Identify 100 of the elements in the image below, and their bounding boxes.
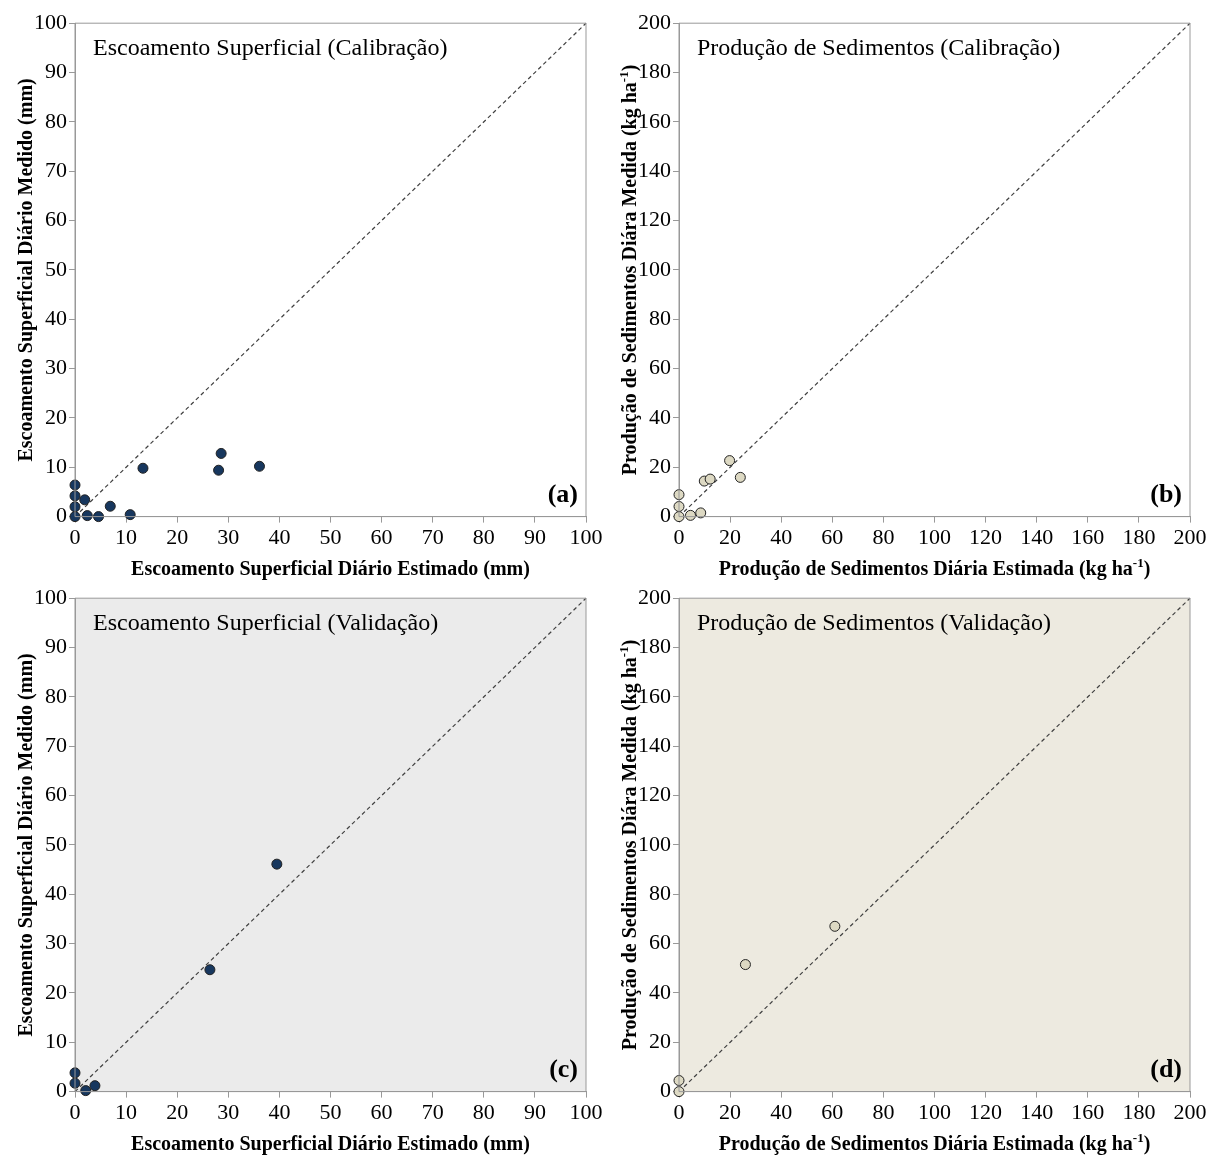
point bbox=[704, 473, 716, 485]
y-tick-label: 40 bbox=[45, 305, 67, 331]
x-tick-label: 60 bbox=[821, 1098, 844, 1124]
annotation: (c) bbox=[549, 1054, 578, 1084]
text: Produção de Sedimentos (Validação) bbox=[697, 609, 1051, 636]
point bbox=[215, 447, 227, 459]
y-tick-label: 120 bbox=[638, 781, 671, 807]
point bbox=[204, 964, 216, 976]
point bbox=[104, 500, 116, 512]
x-tick-label: 10 bbox=[115, 1098, 138, 1124]
point bbox=[80, 1085, 92, 1097]
point bbox=[213, 464, 225, 476]
point bbox=[137, 462, 149, 474]
y-tick-label: 20 bbox=[45, 403, 67, 429]
x-tick-label: 140 bbox=[1020, 1098, 1054, 1124]
y-axis-title: Escoamento Superficial Diário Medido (mm) bbox=[14, 78, 37, 462]
x-tick-label: 90 bbox=[523, 1098, 546, 1124]
y-tick-label: 10 bbox=[45, 453, 67, 479]
y-tick-label: 40 bbox=[649, 403, 671, 429]
y-tick-label: 200 bbox=[638, 8, 671, 34]
x-tick-label: 20 bbox=[166, 1098, 189, 1124]
x-tick-label: 70 bbox=[421, 1098, 444, 1124]
text: Produção de Sedimentos (Calibração) bbox=[697, 34, 1061, 61]
annotation: (d) bbox=[1150, 1054, 1182, 1084]
y-tick-label: 40 bbox=[45, 880, 67, 906]
x-tick-label: 120 bbox=[969, 523, 1003, 549]
x-axis-title: Escoamento Superficial Diário Estimado (mm) bbox=[131, 557, 530, 580]
x-axis-title: Escoamento Superficial Diário Estimado (mm) bbox=[131, 1132, 530, 1155]
y-tick-label: 80 bbox=[45, 107, 67, 133]
x-tick-label: 30 bbox=[217, 1098, 240, 1124]
x-tick-label: 90 bbox=[523, 523, 546, 549]
y-tick-label: 60 bbox=[45, 781, 67, 807]
y-tick-label: 10 bbox=[45, 1028, 67, 1054]
y-tick-label: 140 bbox=[638, 732, 671, 757]
y-tick-label: 0 bbox=[56, 1077, 67, 1103]
point bbox=[253, 460, 265, 472]
y-tick-label: 80 bbox=[649, 305, 671, 331]
x-tick-label: 140 bbox=[1020, 523, 1054, 549]
x-tick-label: 200 bbox=[1173, 1098, 1207, 1124]
y-tick-label: 200 bbox=[638, 583, 671, 609]
y-tick-label: 0 bbox=[56, 502, 67, 528]
y-tick-label: 80 bbox=[649, 880, 671, 906]
point bbox=[79, 494, 91, 506]
x-tick-label: 80 bbox=[872, 1098, 895, 1124]
x-tick-label: 180 bbox=[1122, 523, 1156, 549]
x-tick-label: 80 bbox=[472, 523, 495, 549]
annotation: (a) bbox=[547, 479, 578, 509]
point bbox=[724, 455, 736, 467]
y-axis-title: Escoamento Superficial Diário Medido (mm) bbox=[14, 653, 37, 1037]
x-tick-label: 100 bbox=[569, 1098, 603, 1124]
y-tick-label: 60 bbox=[45, 206, 67, 232]
y-tick-label: 100 bbox=[638, 830, 671, 856]
y-tick-label: 70 bbox=[45, 157, 67, 182]
x-tick-label: 50 bbox=[319, 523, 342, 549]
x-tick-label: 30 bbox=[217, 523, 240, 549]
x-tick-label: 20 bbox=[166, 523, 189, 549]
y-tick-label: 140 bbox=[638, 157, 671, 182]
x-tick-label: 50 bbox=[319, 1098, 342, 1124]
x-tick-label: 10 bbox=[115, 523, 138, 549]
x-tick-label: 60 bbox=[370, 1098, 393, 1124]
x-tick-label: 40 bbox=[268, 523, 291, 549]
y-tick-label: 50 bbox=[45, 255, 67, 281]
point bbox=[739, 959, 751, 971]
x-tick-label: 180 bbox=[1122, 1098, 1156, 1124]
x-tick-label: 70 bbox=[421, 523, 444, 549]
y-tick-label: 60 bbox=[649, 929, 671, 955]
x-tick-label: 160 bbox=[1071, 523, 1105, 549]
y-tick-label: 90 bbox=[45, 633, 67, 659]
point bbox=[685, 509, 696, 521]
text: Escoamento Superficial (Calibração) bbox=[93, 34, 448, 61]
point bbox=[829, 920, 841, 932]
point bbox=[81, 510, 93, 522]
x-tick-label: 100 bbox=[918, 1098, 951, 1124]
y-tick-label: 20 bbox=[649, 453, 671, 479]
y-tick-label: 70 bbox=[45, 732, 67, 757]
y-tick-label: 90 bbox=[45, 58, 67, 84]
y-tick-label: 30 bbox=[45, 929, 67, 955]
x-tick-label: 120 bbox=[969, 1098, 1003, 1124]
y-tick-label: 20 bbox=[649, 1028, 671, 1054]
point bbox=[271, 858, 283, 870]
y-tick-label: 100 bbox=[638, 255, 671, 281]
point bbox=[89, 1080, 101, 1092]
y-tick-label: 0 bbox=[660, 1077, 671, 1103]
annotation: (b) bbox=[1150, 479, 1182, 509]
point bbox=[124, 509, 136, 521]
x-tick-label: 80 bbox=[872, 523, 895, 549]
y-tick-label: 40 bbox=[649, 978, 671, 1004]
y-tick-label: 100 bbox=[34, 8, 67, 34]
y-tick-label: 0 bbox=[660, 502, 671, 528]
x-tick-label: 100 bbox=[918, 523, 951, 549]
x-tick-label: 160 bbox=[1071, 1098, 1105, 1124]
y-tick-label: 100 bbox=[34, 583, 67, 609]
x-tick-label: 60 bbox=[370, 523, 393, 549]
y-tick-label: 80 bbox=[45, 682, 67, 708]
x-tick-label: 20 bbox=[719, 523, 742, 549]
point bbox=[734, 471, 746, 483]
point bbox=[93, 511, 105, 523]
x-tick-label: 40 bbox=[268, 1098, 291, 1124]
x-tick-label: 20 bbox=[719, 1098, 742, 1124]
y-tick-label: 20 bbox=[45, 978, 67, 1004]
